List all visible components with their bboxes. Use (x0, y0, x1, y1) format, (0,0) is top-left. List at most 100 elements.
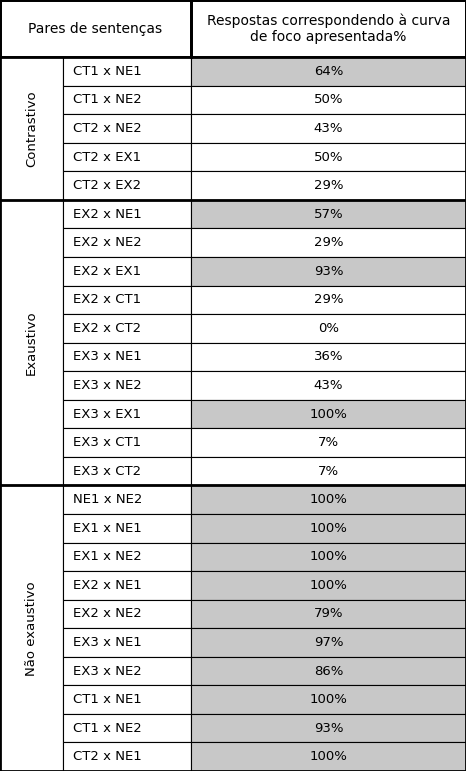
Bar (191, 429, 466, 457)
Text: EX2 x NE2: EX2 x NE2 (73, 608, 142, 621)
Bar (63, 457, 191, 486)
Bar (63, 342, 191, 371)
Bar (191, 685, 466, 714)
Bar (63, 543, 191, 571)
Bar (63, 714, 191, 742)
Text: EX2 x NE1: EX2 x NE1 (73, 579, 142, 592)
Text: Pares de sentenças: Pares de sentenças (28, 22, 163, 35)
Text: Não exaustivo: Não exaustivo (25, 581, 38, 675)
Bar (191, 285, 466, 314)
Bar (0, 0, 191, 57)
Text: 100%: 100% (309, 750, 348, 763)
Bar (63, 514, 191, 543)
Bar (191, 314, 466, 342)
Text: CT1 x NE1: CT1 x NE1 (73, 693, 142, 706)
Text: 64%: 64% (314, 65, 343, 78)
Bar (191, 371, 466, 400)
Text: 100%: 100% (309, 522, 348, 535)
Bar (191, 86, 466, 114)
Bar (191, 457, 466, 486)
Bar (63, 371, 191, 400)
Bar (63, 571, 191, 600)
Text: CT1 x NE2: CT1 x NE2 (73, 722, 142, 735)
Text: EX2 x CT2: EX2 x CT2 (73, 322, 141, 335)
Text: EX3 x NE1: EX3 x NE1 (73, 351, 142, 363)
Text: 0%: 0% (318, 322, 339, 335)
Bar (63, 685, 191, 714)
Text: 57%: 57% (314, 207, 343, 221)
Bar (63, 400, 191, 429)
Bar (63, 742, 191, 771)
Bar (63, 57, 191, 86)
Text: 7%: 7% (318, 465, 339, 478)
Text: 100%: 100% (309, 579, 348, 592)
Text: CT1 x NE2: CT1 x NE2 (73, 93, 142, 106)
Text: EX2 x NE1: EX2 x NE1 (73, 207, 142, 221)
Bar (63, 628, 191, 657)
Bar (191, 114, 466, 143)
Bar (191, 57, 466, 86)
Text: 43%: 43% (314, 122, 343, 135)
Bar (191, 400, 466, 429)
Text: 29%: 29% (314, 179, 343, 192)
Bar (63, 143, 191, 171)
Bar (63, 200, 191, 228)
Text: 79%: 79% (314, 608, 343, 621)
Bar (191, 657, 466, 685)
Text: CT2 x EX1: CT2 x EX1 (73, 150, 141, 163)
Text: CT2 x NE1: CT2 x NE1 (73, 750, 142, 763)
Bar (63, 228, 191, 257)
Text: EX1 x NE1: EX1 x NE1 (73, 522, 142, 535)
Text: 100%: 100% (309, 493, 348, 507)
Bar (63, 600, 191, 628)
Text: 86%: 86% (314, 665, 343, 678)
Bar (0, 486, 63, 771)
Text: CT2 x NE2: CT2 x NE2 (73, 122, 142, 135)
Text: CT2 x EX2: CT2 x EX2 (73, 179, 141, 192)
Text: 29%: 29% (314, 293, 343, 306)
Bar (191, 257, 466, 285)
Bar (191, 486, 466, 514)
Bar (191, 514, 466, 543)
Text: 29%: 29% (314, 236, 343, 249)
Text: 100%: 100% (309, 550, 348, 564)
Text: 100%: 100% (309, 693, 348, 706)
Text: EX2 x CT1: EX2 x CT1 (73, 293, 141, 306)
Text: EX3 x EX1: EX3 x EX1 (73, 408, 141, 420)
Text: NE1 x NE2: NE1 x NE2 (73, 493, 143, 507)
Text: 50%: 50% (314, 150, 343, 163)
Bar (63, 86, 191, 114)
Text: 93%: 93% (314, 264, 343, 278)
Text: EX2 x NE2: EX2 x NE2 (73, 236, 142, 249)
Bar (63, 657, 191, 685)
Text: Respostas correspondendo à curva
de foco apresentada%: Respostas correspondendo à curva de foco… (207, 13, 450, 44)
Bar (191, 171, 466, 200)
Bar (191, 200, 466, 228)
Text: 97%: 97% (314, 636, 343, 649)
Text: EX3 x NE2: EX3 x NE2 (73, 665, 142, 678)
Bar (63, 114, 191, 143)
Text: 100%: 100% (309, 408, 348, 420)
Text: EX3 x NE2: EX3 x NE2 (73, 379, 142, 392)
Text: Exaustivo: Exaustivo (25, 311, 38, 375)
Text: 50%: 50% (314, 93, 343, 106)
Text: 93%: 93% (314, 722, 343, 735)
Bar (63, 171, 191, 200)
Bar (191, 543, 466, 571)
Bar (63, 429, 191, 457)
Bar (191, 714, 466, 742)
Text: Contrastivo: Contrastivo (25, 90, 38, 167)
Text: EX1 x NE2: EX1 x NE2 (73, 550, 142, 564)
Text: EX3 x CT2: EX3 x CT2 (73, 465, 141, 478)
Text: 36%: 36% (314, 351, 343, 363)
Bar (191, 0, 466, 57)
Bar (191, 571, 466, 600)
Bar (0, 200, 63, 486)
Bar (63, 314, 191, 342)
Bar (191, 742, 466, 771)
Text: 43%: 43% (314, 379, 343, 392)
Bar (0, 57, 63, 200)
Bar (63, 486, 191, 514)
Bar (191, 143, 466, 171)
Bar (191, 228, 466, 257)
